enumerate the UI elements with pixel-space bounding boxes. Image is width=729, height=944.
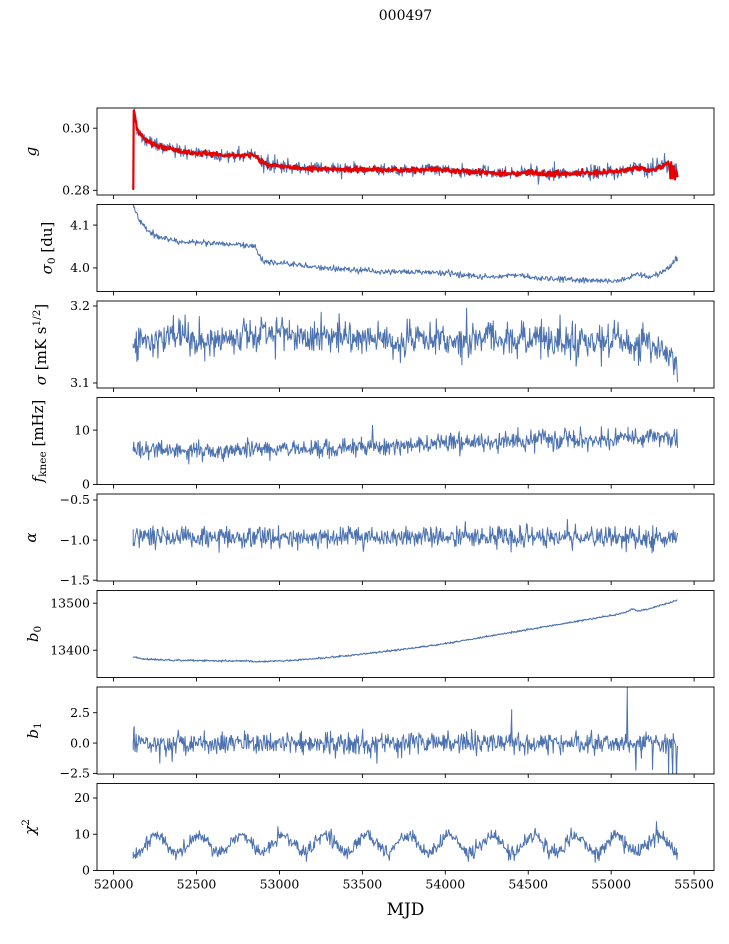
y-tick-label: 4.0 bbox=[70, 260, 90, 275]
panel-border bbox=[96, 107, 715, 196]
y-axis-label-alpha: α bbox=[22, 532, 40, 542]
y-tick-label: 0.0 bbox=[70, 735, 90, 750]
series-sigma0 bbox=[132, 204, 678, 284]
panel-sigma-wn: 3.2 3.1 σ [mK s1/2] bbox=[31, 298, 715, 392]
panel-border bbox=[96, 493, 715, 582]
x-tick-label: 52500 bbox=[177, 877, 217, 892]
x-tick-label: 53000 bbox=[260, 877, 300, 892]
y-axis-label-sigma-wn: σ [mK s1/2] bbox=[31, 304, 50, 386]
panel-alpha: −0.5 −1.0 −1.5 α bbox=[22, 492, 715, 587]
series-sigma-wn bbox=[132, 307, 678, 383]
panel-b1: 2.5 0.0 −2.5 b1 bbox=[24, 686, 715, 781]
y-tick-label: 3.1 bbox=[70, 375, 90, 390]
panel-border bbox=[96, 300, 715, 389]
panel-f-knee: 10 0 fknee [mHz] bbox=[29, 397, 715, 492]
y-tick-label: −1.5 bbox=[60, 572, 90, 587]
y-tick-label: 13500 bbox=[50, 595, 90, 610]
y-tick-label: 0 bbox=[82, 863, 90, 878]
x-tick-label: 53500 bbox=[342, 877, 382, 892]
panel-sigma0: 4.1 4.0 σ0 [du] bbox=[38, 204, 715, 296]
y-tick-label: 0.30 bbox=[62, 120, 90, 135]
panel-border bbox=[96, 397, 715, 485]
y-axis-label-sigma0: σ0 [du] bbox=[38, 222, 58, 275]
y-tick-label: 0.28 bbox=[62, 183, 90, 198]
panel-border bbox=[96, 686, 715, 775]
y-axis-label-b0: b0 bbox=[24, 626, 44, 642]
panel-border bbox=[96, 204, 715, 292]
y-tick-label: 0 bbox=[82, 477, 90, 492]
panel-border bbox=[96, 783, 715, 871]
series-b1 bbox=[132, 687, 678, 774]
y-tick-label: 20 bbox=[74, 790, 90, 805]
panel-border bbox=[96, 590, 715, 678]
x-tick-label: 54500 bbox=[508, 877, 548, 892]
series-f-knee bbox=[132, 424, 678, 465]
x-tick-label: 55500 bbox=[674, 877, 714, 892]
y-tick-label: 2.5 bbox=[70, 705, 90, 720]
panel-chi2: 20 10 0 52000 52500 53000 53500 54000 54500 55000… bbox=[20, 783, 715, 892]
panel-b0: 13500 13400 b0 bbox=[24, 590, 715, 682]
y-axis-label-g: g bbox=[22, 147, 40, 157]
x-tick-label: 54000 bbox=[425, 877, 465, 892]
panel-g: 0.30 0.28 g bbox=[22, 107, 715, 199]
x-tick-label: 55000 bbox=[591, 877, 631, 892]
y-tick-label: 4.1 bbox=[70, 217, 90, 232]
plot-title: 000497 bbox=[378, 8, 433, 24]
y-tick-label: −0.5 bbox=[60, 492, 90, 507]
y-tick-label: −2.5 bbox=[60, 766, 90, 781]
y-tick-label: 10 bbox=[74, 422, 90, 437]
series-g-fit bbox=[132, 109, 679, 191]
y-tick-label: 3.2 bbox=[70, 298, 90, 313]
y-tick-label: 10 bbox=[74, 826, 90, 841]
y-axis-label-chi2: χ2 bbox=[20, 819, 39, 836]
x-tick-label: 52000 bbox=[94, 877, 134, 892]
x-axis-label: MJD bbox=[386, 900, 425, 920]
y-axis-label-b1: b1 bbox=[24, 722, 44, 738]
series-b0 bbox=[132, 599, 678, 663]
y-tick-label: −1.0 bbox=[60, 532, 90, 547]
y-axis-label-f-knee: fknee [mHz] bbox=[29, 400, 49, 484]
series-alpha bbox=[132, 519, 678, 554]
y-tick-label: 13400 bbox=[50, 642, 90, 657]
series-chi2 bbox=[132, 821, 678, 863]
